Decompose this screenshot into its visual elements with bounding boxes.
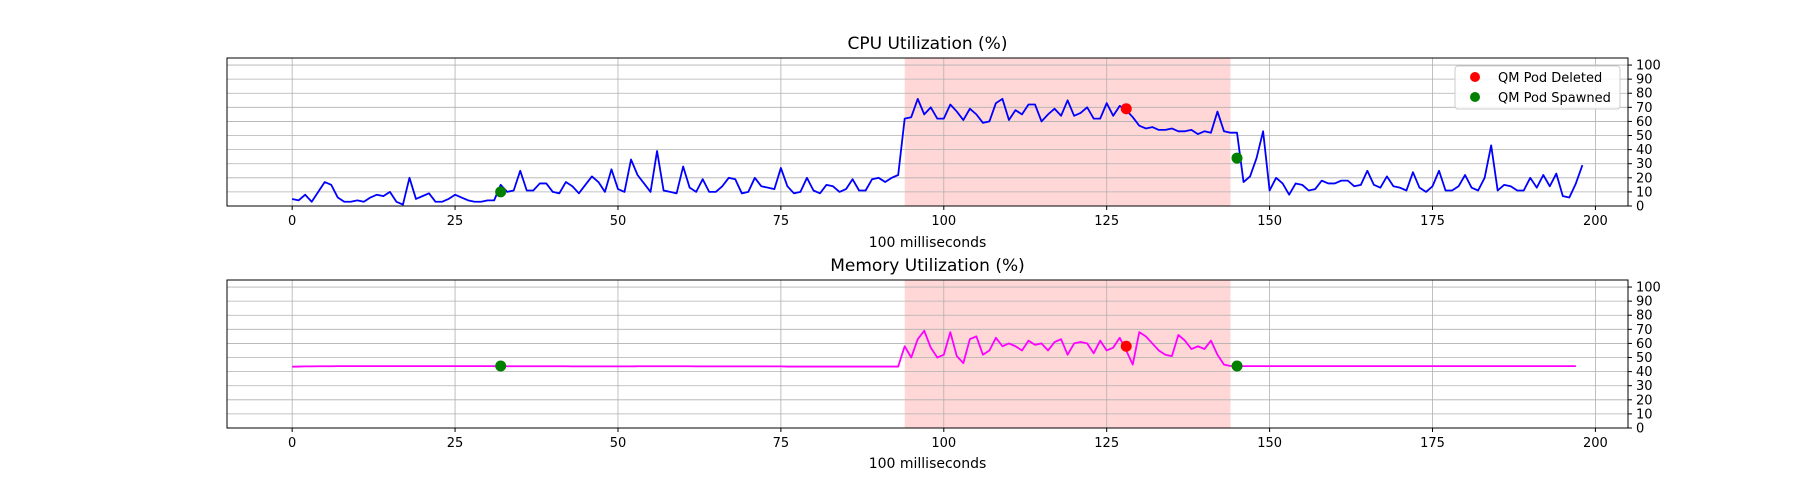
memory-y-tick-label: 100 xyxy=(1636,281,1661,296)
memory-y-tick-label: 40 xyxy=(1636,365,1653,380)
memory-x-tick-label: 25 xyxy=(447,436,464,451)
memory-x-tick-label: 50 xyxy=(610,436,627,451)
memory-plot-frame xyxy=(226,279,1629,429)
legend-label-qm-pod-spawned: QM Pod Spawned xyxy=(1498,91,1611,106)
cpu-legend: QM Pod Deleted QM Pod Spawned xyxy=(1454,65,1621,110)
memory-y-tick-label: 30 xyxy=(1636,379,1653,394)
cpu-y-tick-label: 30 xyxy=(1636,157,1653,172)
cpu-y-tick-label: 0 xyxy=(1636,200,1644,215)
memory-x-tick-label: 150 xyxy=(1257,436,1282,451)
cpu-series-line xyxy=(291,97,1584,206)
memory-tick-layer: 0 25 50 75 100 125 150 175 200010203040506070809… xyxy=(288,281,1661,451)
cpu-marker-layer xyxy=(495,103,1243,198)
memory-utilization-chart: 0 25 50 75 100 125 150 175 200010203040506070809… xyxy=(226,256,1661,472)
cpu-utilization-chart: 0 25 50 75 100 125 150 175 200010203040506070809… xyxy=(226,34,1661,251)
cpu-y-tick-label: 100 xyxy=(1636,59,1661,74)
cpu-y-tick-label: 90 xyxy=(1636,73,1653,88)
memory-y-tick-label: 90 xyxy=(1636,295,1653,310)
memory-y-tick-label: 60 xyxy=(1636,337,1653,352)
cpu-y-tick-label: 60 xyxy=(1636,115,1653,130)
legend-label-qm-pod-deleted: QM Pod Deleted xyxy=(1498,71,1602,86)
memory-y-tick-label: 70 xyxy=(1636,323,1653,338)
memory-marker-qm-pod-deleted xyxy=(1120,340,1132,352)
cpu-x-tick-label: 150 xyxy=(1257,214,1282,229)
cpu-y-tick-label: 20 xyxy=(1636,171,1653,186)
memory-marker-qm-pod-spawned xyxy=(1231,360,1243,372)
cpu-highlight-span xyxy=(904,58,1231,206)
cpu-marker-qm-pod-spawned xyxy=(495,186,507,198)
memory-y-tick-label: 80 xyxy=(1636,309,1653,324)
cpu-x-tick-label: 125 xyxy=(1094,214,1119,229)
memory-x-tick-label: 0 xyxy=(288,436,296,451)
memory-x-tick-label: 100 xyxy=(931,436,956,451)
legend-marker-qm-pod-spawned xyxy=(1470,92,1480,102)
cpu-x-tick-label: 100 xyxy=(931,214,956,229)
cpu-x-axis-label: 100 milliseconds xyxy=(869,235,987,251)
memory-x-axis-label: 100 milliseconds xyxy=(869,456,987,472)
memory-marker-layer xyxy=(495,340,1243,372)
memory-marker-qm-pod-spawned xyxy=(495,360,507,372)
cpu-chart-title: CPU Utilization (%) xyxy=(848,34,1008,54)
cpu-x-tick-label: 200 xyxy=(1583,214,1608,229)
cpu-highlight-span-layer xyxy=(904,58,1231,206)
cpu-x-tick-label: 175 xyxy=(1420,214,1445,229)
cpu-grid-layer xyxy=(227,58,1628,207)
memory-y-tick-label: 10 xyxy=(1636,407,1653,422)
memory-y-tick-label: 0 xyxy=(1636,422,1644,437)
memory-y-tick-label: 50 xyxy=(1636,351,1653,366)
memory-x-tick-label: 125 xyxy=(1094,436,1119,451)
cpu-y-tick-label: 10 xyxy=(1636,185,1653,200)
memory-x-tick-label: 75 xyxy=(773,436,790,451)
memory-x-tick-label: 175 xyxy=(1420,436,1445,451)
legend-marker-qm-pod-deleted xyxy=(1470,72,1480,82)
cpu-tick-layer: 0 25 50 75 100 125 150 175 200010203040506070809… xyxy=(288,59,1661,229)
cpu-x-tick-label: 50 xyxy=(610,214,627,229)
cpu-y-tick-label: 80 xyxy=(1636,87,1653,102)
cpu-marker-qm-pod-spawned xyxy=(1231,152,1243,164)
cpu-y-tick-label: 50 xyxy=(1636,129,1653,144)
cpu-x-tick-label: 75 xyxy=(773,214,790,229)
memory-x-tick-label: 200 xyxy=(1583,436,1608,451)
memory-chart-title: Memory Utilization (%) xyxy=(830,256,1025,276)
cpu-line-layer xyxy=(291,97,1584,206)
cpu-x-tick-label: 0 xyxy=(288,214,296,229)
cpu-y-tick-label: 70 xyxy=(1636,101,1653,116)
memory-y-tick-label: 20 xyxy=(1636,393,1653,408)
legend-box xyxy=(1454,65,1621,110)
cpu-x-tick-label: 25 xyxy=(447,214,464,229)
cpu-marker-qm-pod-deleted xyxy=(1120,103,1132,115)
cpu-y-tick-label: 40 xyxy=(1636,143,1653,158)
cpu-plot-frame xyxy=(226,57,1629,207)
